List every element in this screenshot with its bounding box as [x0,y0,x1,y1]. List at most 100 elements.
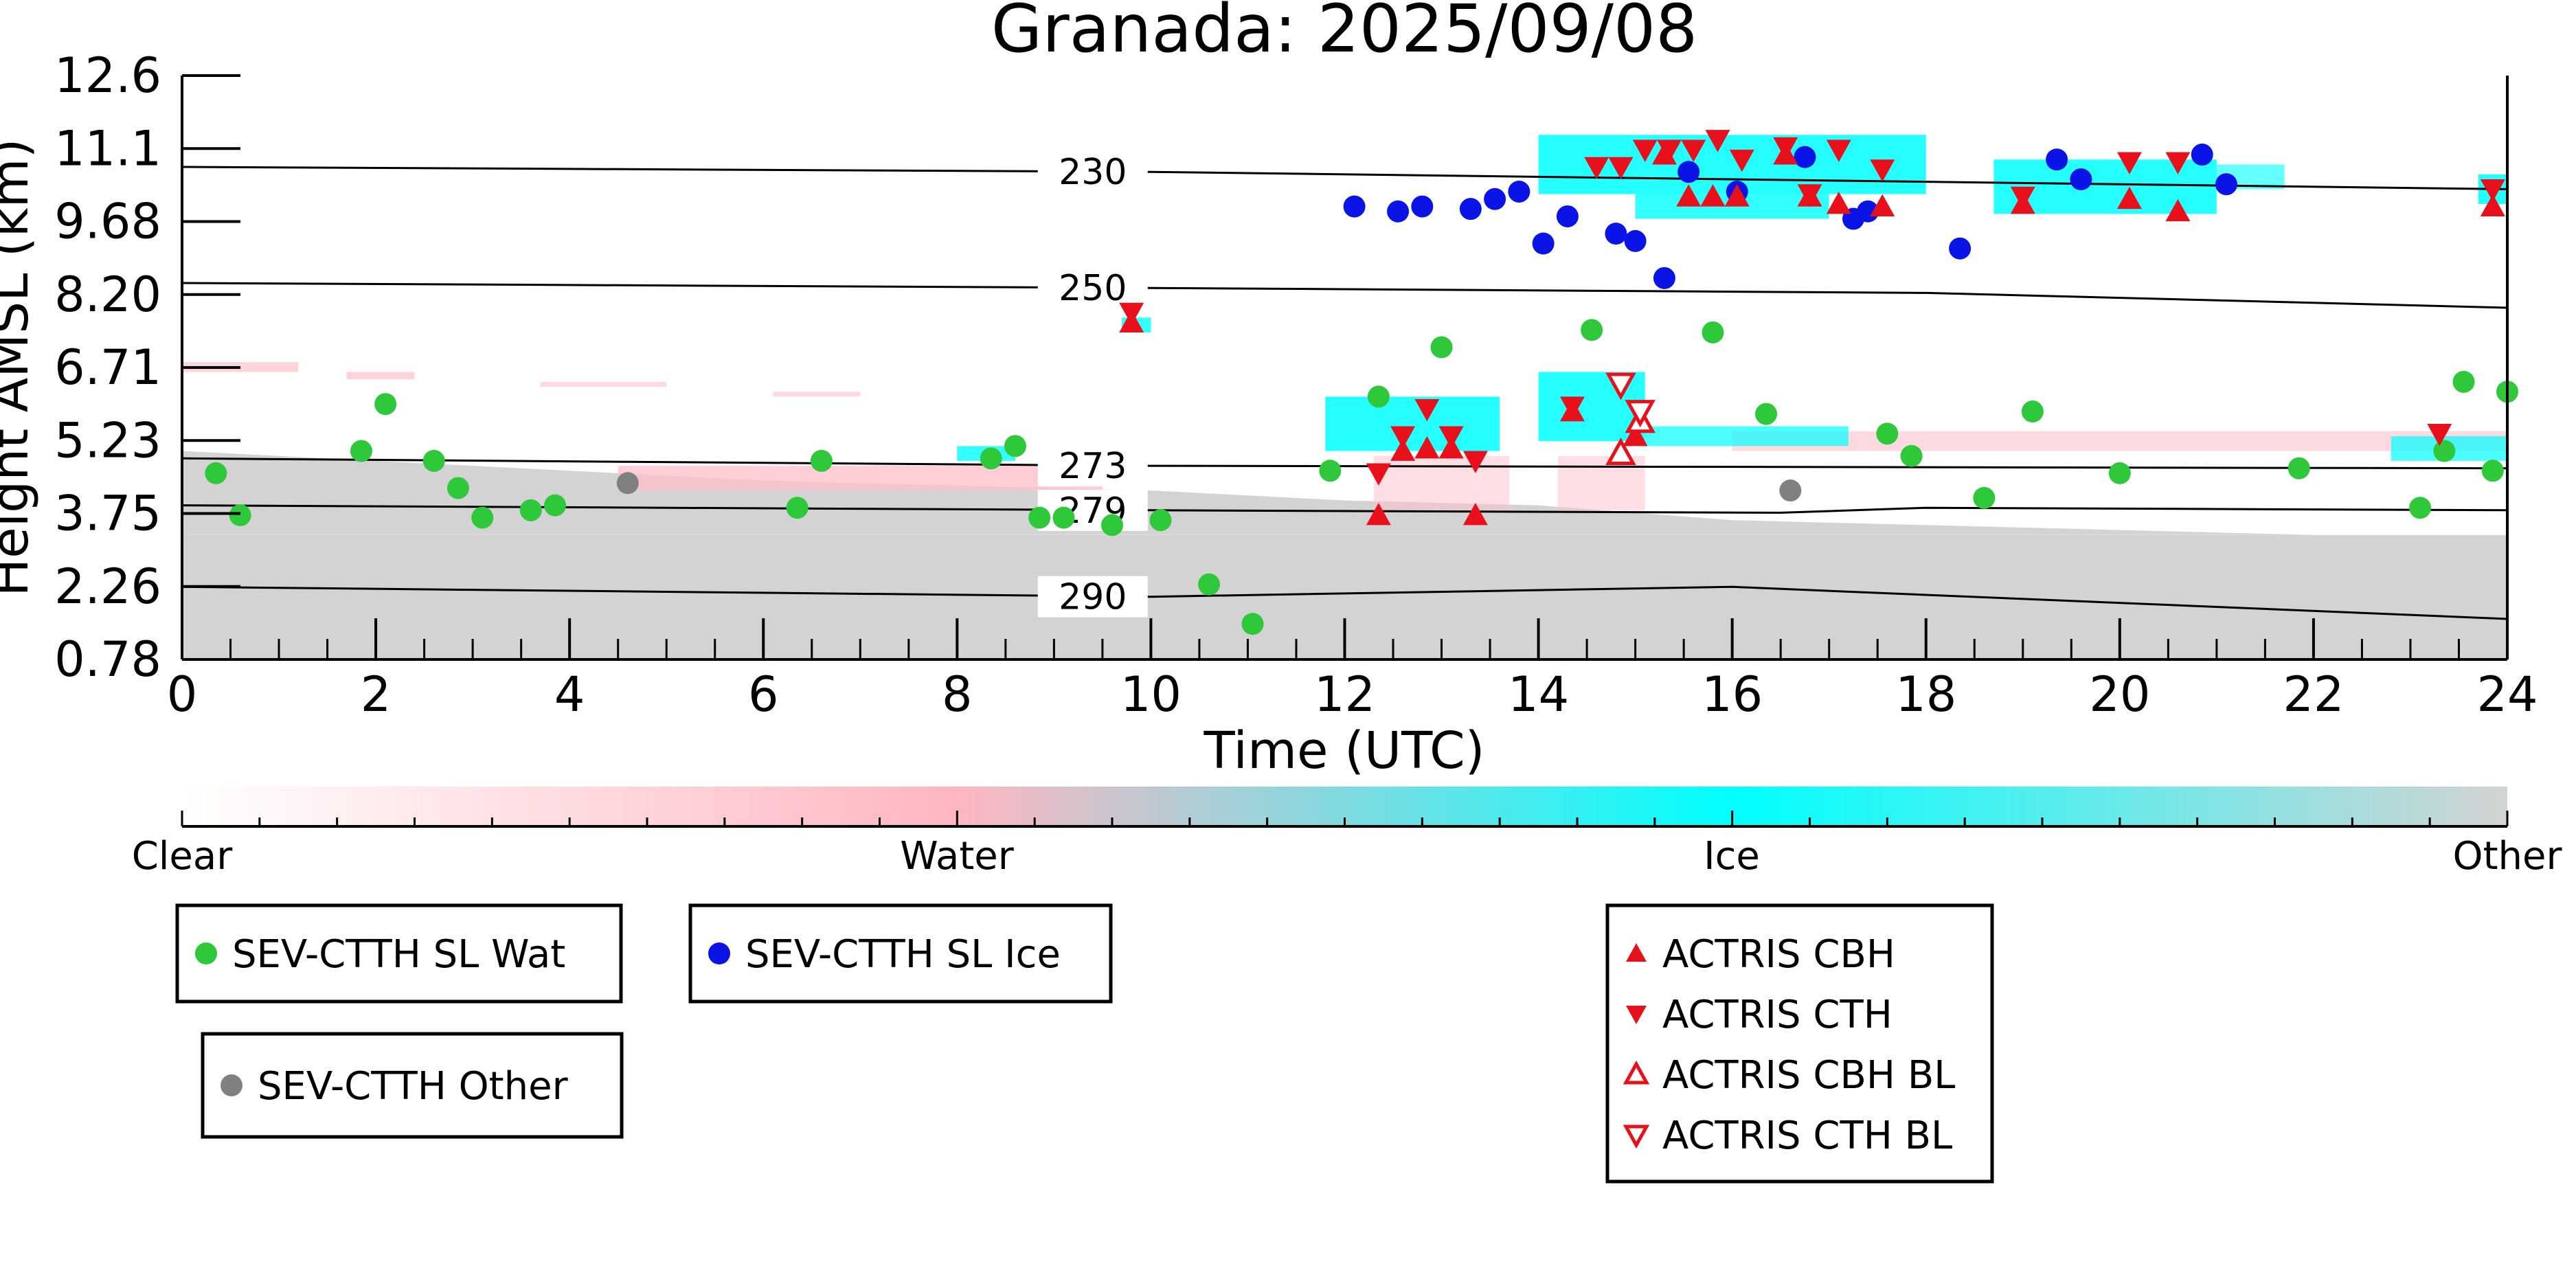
legend-label: SEV-CTTH SL Ice [745,932,1061,977]
data-point [1414,399,1440,422]
x-tick-label: 20 [2089,666,2150,723]
data-point [1028,506,1051,529]
data-point [1198,573,1221,596]
data-point [1681,139,1706,162]
data-point [1653,267,1675,289]
data-point [1724,184,1750,207]
colorbar-label-ice: Ice [1704,834,1760,879]
contour-line [182,282,2507,309]
legend-marker [708,942,730,964]
x-tick-label: 14 [1508,666,1569,723]
data-point [1390,426,1416,449]
data-point [2108,462,2131,484]
data-point [2165,152,2191,174]
data-point [2433,440,2456,462]
data-point [1532,232,1555,255]
legend-label: SEV-CTTH SL Wat [232,932,565,977]
chart-title: Granada: 2025/09/08 [991,0,1697,67]
data-point [2070,168,2092,191]
data-point [616,472,639,495]
legend-box: SEV-CTTH Other [201,1032,624,1139]
data-point [1004,435,1026,457]
data-point [1623,423,1648,447]
data-point [1605,223,1627,245]
y-tick-label: 8.20 [54,267,161,323]
legend-frame [201,1032,624,1139]
data-point [1605,437,1636,466]
data-point [422,449,445,472]
x-tick-label: 0 [167,666,198,723]
y-axis-label: Height AMSL (km) [0,138,40,596]
legend-box: SEV-CTTH SL Wat [175,903,623,1004]
legend-marker [195,942,217,964]
data-point [1876,422,1899,445]
data-point [1411,195,1434,218]
x-tick-label: 10 [1120,666,1182,723]
data-point [2165,199,2191,222]
data-point [1632,139,1658,162]
data-point [2481,460,2504,482]
data-point [1797,184,1822,207]
bg-ice-mid [1645,426,1849,447]
data-point [1857,200,1879,223]
data-point [2480,179,2505,202]
data-point [1656,139,1682,162]
y-tick-label: 9.68 [54,194,161,250]
data-point [1779,479,1802,502]
y-tick-label: 5.23 [54,412,161,468]
data-point [374,393,397,416]
bg-water-thin [540,381,667,387]
data-point [2409,497,2432,519]
data-point [1973,486,1996,509]
data-point [1101,514,1123,536]
data-point [1870,194,1895,216]
data-point [1624,229,1647,252]
data-point [1581,319,1603,341]
contour-line [182,585,2507,620]
data-point [1366,503,1391,526]
colorbar-label-clear: Clear [132,834,233,879]
data-point [1430,336,1453,359]
series-actris-cbh [1119,142,2505,526]
y-tick-label: 0.78 [54,631,161,688]
data-point [2480,194,2505,216]
data-point [471,506,494,529]
data-point [1390,438,1416,461]
legend-marker [221,1074,242,1096]
contour-label: 273 [1059,446,1127,487]
data-point [1584,157,1609,180]
data-point [1773,137,1798,160]
data-point [2427,423,2452,447]
contour-line [182,166,2507,190]
data-point [1149,509,1172,532]
data-point [1438,426,1464,449]
contour-label-bg [1037,267,1148,309]
x-tick-label: 18 [1895,666,1956,723]
data-point [2452,370,2475,393]
data-point [1462,503,1488,526]
data-point [350,440,372,462]
bg-ice-mid [1325,396,1500,451]
colorbar-ticks [181,811,2509,828]
series-actris-cth [1119,130,2505,486]
data-point [1826,191,1851,214]
x-tick-label: 24 [2476,666,2538,723]
x-tick-label: 4 [554,666,585,723]
data-point [1559,396,1585,419]
data-point [1900,444,1923,467]
contour-label: 250 [1059,268,1127,309]
bg-boundary-layer-top [182,451,2507,535]
data-point [2116,186,2142,210]
legend-label: ACTRIS CBH [1662,932,1895,977]
legend-box: SEV-CTTH SL Ice [688,903,1113,1004]
x-tick-label: 12 [1314,666,1375,723]
legend-marker [1626,1006,1647,1024]
y-tick-label: 11.1 [54,120,161,177]
data-point [1608,157,1634,180]
cloudnet-background [182,135,2507,659]
bg-water-thin [773,392,861,397]
data-point [2215,173,2237,196]
contour-label-bg [1037,151,1148,193]
